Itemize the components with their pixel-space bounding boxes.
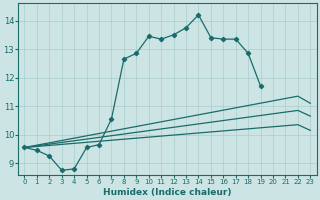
X-axis label: Humidex (Indice chaleur): Humidex (Indice chaleur) — [103, 188, 232, 197]
